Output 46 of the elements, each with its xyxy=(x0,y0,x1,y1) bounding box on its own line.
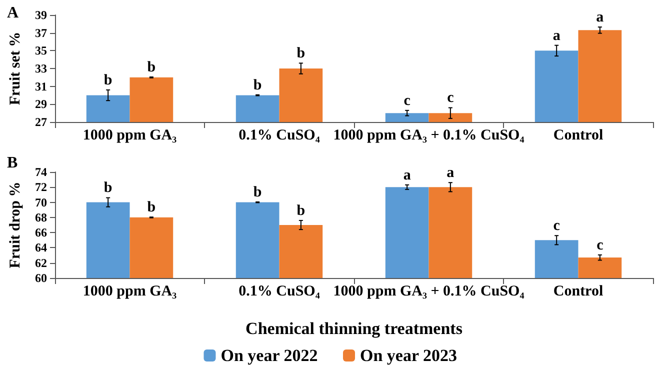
annotation: c xyxy=(553,218,560,234)
annotation: c xyxy=(596,237,604,254)
y-tick-label: 62 xyxy=(35,256,47,270)
x-tick-label: 1000 ppm GA₃ xyxy=(82,128,178,144)
y-tick-label: 35 xyxy=(35,44,47,58)
x-tick-label: 0.1% CuSO₄ xyxy=(238,128,320,144)
legend-label: On year 2023 xyxy=(360,346,457,365)
x-tick-label: Control xyxy=(553,128,604,144)
y-axis-title: Fruit set % xyxy=(8,32,24,106)
annotation: b xyxy=(253,77,262,94)
x-tick-label: 1000 ppm GA₃ + 0.1% CuSO₄ xyxy=(333,128,525,144)
annotation: c xyxy=(404,92,411,109)
y-tick-label: 72 xyxy=(35,180,47,194)
annotation: a xyxy=(552,28,561,44)
y-tick-label: 68 xyxy=(35,210,47,224)
y-tick-label: 70 xyxy=(35,195,47,210)
x-tick-label: 0.1% CuSO₄ xyxy=(238,284,320,300)
x-tick-label: Control xyxy=(553,284,604,300)
chart-title: A xyxy=(7,4,19,22)
y-tick-label: 60 xyxy=(35,271,47,285)
y-tick-label: 31 xyxy=(35,79,47,94)
y-axis-title: Fruit drop % xyxy=(8,182,24,268)
x-tick-label: 1000 ppm GA₃ xyxy=(82,284,178,300)
y-tick-label: 29 xyxy=(35,97,47,112)
y-tick-label: 74 xyxy=(35,165,47,179)
y-tick-label: 37 xyxy=(35,26,47,40)
x-axis-title: Chemical thinning treatments xyxy=(246,319,463,338)
y-tick-label: 33 xyxy=(35,62,47,76)
chart-title: B xyxy=(7,154,18,172)
annotation: b xyxy=(296,202,306,219)
legend-label: On year 2022 xyxy=(220,346,318,365)
y-tick-label: 39 xyxy=(35,8,47,22)
annotation: b xyxy=(104,72,112,88)
y-tick-label: 66 xyxy=(35,226,47,240)
annotation: c xyxy=(447,90,454,106)
annotation: a xyxy=(403,167,412,184)
annotation: b xyxy=(104,180,112,196)
y-tick-label: 27 xyxy=(35,115,47,129)
x-tick-label: 1000 ppm GA₃ + 0.1% CuSO₄ xyxy=(333,284,525,300)
annotation: b xyxy=(253,184,262,200)
annotation: b xyxy=(147,200,156,216)
y-tick-label: 64 xyxy=(35,240,47,255)
annotation: a xyxy=(446,165,455,182)
annotation: a xyxy=(596,10,604,26)
annotation: b xyxy=(147,59,156,76)
annotation: b xyxy=(296,46,306,62)
